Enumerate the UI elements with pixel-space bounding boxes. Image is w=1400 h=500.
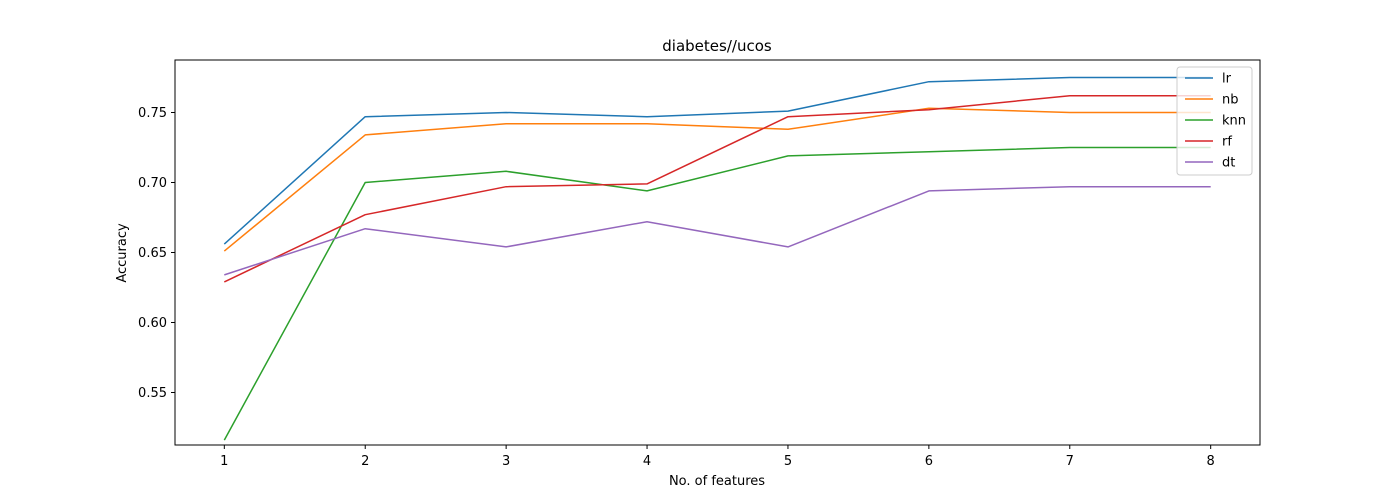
legend-label-lr: lr [1222, 72, 1232, 87]
y-tick-label: 0.60 [138, 316, 167, 331]
y-tick-label: 0.65 [138, 246, 167, 261]
x-tick-label: 6 [925, 454, 933, 469]
series-layer [223, 76, 1211, 441]
x-tick-label: 1 [220, 454, 228, 469]
series-line-lr [223, 76, 1211, 245]
x-axis: 1 2 3 4 5 6 7 8 [220, 445, 1215, 469]
y-tick-label: 0.75 [138, 106, 167, 121]
series-line-dt [224, 185, 1211, 276]
x-tick-label: 7 [1066, 454, 1074, 469]
series-line-knn [223, 146, 1211, 441]
y-tick-label: 0.70 [138, 176, 167, 191]
x-axis-label: No. of features [669, 474, 765, 489]
x-tick-label: 5 [784, 454, 792, 469]
x-tick-label: 8 [1207, 454, 1215, 469]
y-axis-label: Accuracy [115, 223, 130, 283]
y-tick-label: 0.55 [138, 386, 167, 401]
legend-box [1176, 66, 1253, 176]
legend: lr nb knn rf dt [1176, 66, 1253, 176]
x-tick-label: 4 [643, 454, 651, 469]
series-line-rf [223, 94, 1211, 283]
series-line-nb [223, 107, 1211, 252]
legend-label-dt: dt [1222, 156, 1235, 171]
legend-label-knn: knn [1222, 114, 1246, 129]
y-axis: 0.55 0.60 0.65 0.70 0.75 [138, 106, 175, 401]
x-tick-label: 2 [361, 454, 369, 469]
chart-title: diabetes//ucos [662, 37, 772, 55]
x-tick-label: 3 [502, 454, 510, 469]
legend-label-rf: rf [1222, 135, 1232, 150]
legend-label-nb: nb [1222, 93, 1239, 108]
